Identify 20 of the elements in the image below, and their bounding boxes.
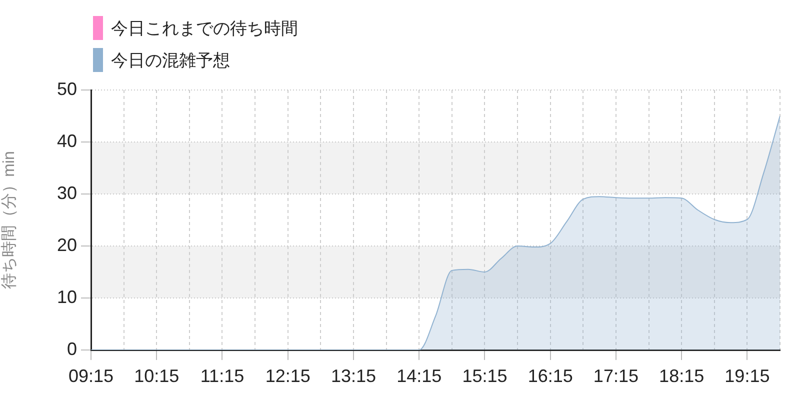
x-tick-label: 18:15 <box>659 366 704 386</box>
y-axis-title: 待ち時間（分）min <box>0 151 18 289</box>
x-tick-label: 17:15 <box>593 366 638 386</box>
y-tick-label: 50 <box>56 78 77 99</box>
x-tick-label: 10:15 <box>134 366 180 386</box>
x-tick-label: 13:15 <box>330 366 376 386</box>
x-tick-label: 11:15 <box>200 366 244 386</box>
x-tick-label: 16:15 <box>528 366 573 386</box>
y-tick-label: 10 <box>56 286 77 307</box>
legend-label: 今日これまでの待ち時間 <box>111 18 298 40</box>
legend-label: 今日の混雑予想 <box>111 50 230 72</box>
x-tick-label: 09:15 <box>68 366 114 386</box>
y-tick-label: 20 <box>56 234 77 255</box>
x-tick-label: 12:15 <box>265 366 310 386</box>
x-tick-label: 19:15 <box>724 366 770 386</box>
x-tick-label: 15:15 <box>462 366 508 386</box>
y-tick-label: 0 <box>66 338 77 359</box>
y-tick-label: 30 <box>56 182 77 203</box>
x-tick-label: 14:15 <box>396 366 442 386</box>
y-tick-label: 40 <box>56 130 77 151</box>
